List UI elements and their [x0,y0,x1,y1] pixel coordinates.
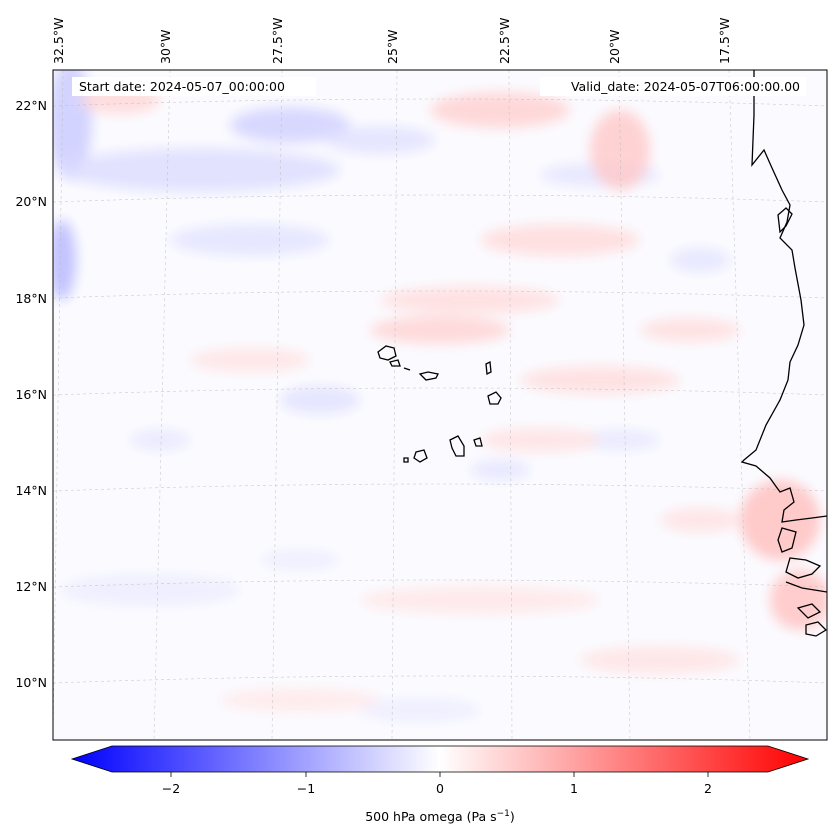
longitude-label: 30°W [158,29,173,64]
latitude-labels: 22°N 20°N 18°N 16°N 14°N 12°N 10°N [15,98,47,690]
map-frame [52,69,828,741]
colorbar-ticks: −2 −1 0 1 2 [162,772,712,796]
colorbar-tick-label: −1 [297,781,315,796]
colorbar-bar [70,745,810,773]
coastlines [377,70,827,637]
start-date-label: Start date: 2024-05-07_00:00:00 [79,79,285,94]
colorbar: −2 −1 0 1 2 500 hPa omega (Pa s−1) [70,745,810,824]
latitude-label: 10°N [15,675,47,690]
latitude-label: 16°N [15,387,47,402]
longitude-label: 20°W [607,29,622,64]
longitude-label: 22.5°W [497,18,512,64]
latitude-label: 14°N [15,483,47,498]
colorbar-tick-label: 2 [704,781,712,796]
longitude-label: 32.5°W [51,18,66,64]
map-panel: Start date: 2024-05-07_00:00:00 Valid_da… [52,69,828,741]
colorbar-label: 500 hPa omega (Pa s−1) [365,809,515,824]
colorbar-tick-label: 0 [436,781,444,796]
longitude-labels: 32.5°W 30°W 27.5°W 25°W 22.5°W 20°W 17.5°W [51,18,732,64]
longitude-label: 17.5°W [717,18,732,64]
latitude-label: 12°N [15,579,47,594]
start-date-box [72,77,316,96]
latitude-label: 20°N [15,194,47,209]
omega-field [53,70,827,722]
africa-coastline [740,70,827,523]
latitude-label: 18°N [15,291,47,306]
latitude-label: 22°N [15,98,47,113]
gridlines [53,70,827,740]
colorbar-tick-label: 1 [570,781,578,796]
valid-date-box [540,77,806,96]
colorbar-tick-label: −2 [162,781,180,796]
longitude-label: 27.5°W [270,18,285,64]
valid-date-label: Valid_date: 2024-05-07T06:00:00.00 [571,79,800,94]
longitude-label: 25°W [385,29,400,64]
